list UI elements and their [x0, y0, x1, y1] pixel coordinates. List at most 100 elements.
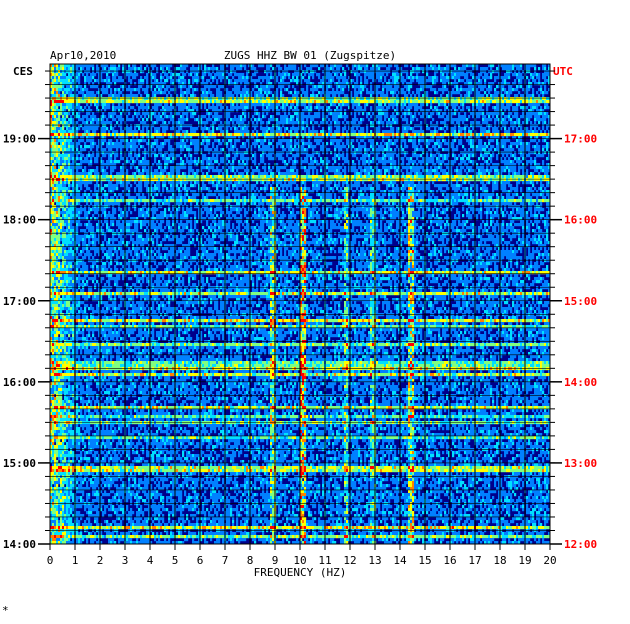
spectrogram-cell [114, 97, 116, 100]
spectrogram-cell [366, 103, 368, 106]
spectrogram-cell [516, 139, 518, 142]
spectrogram-cell [72, 148, 74, 151]
spectrogram-cell [58, 115, 60, 118]
spectrogram-cell [306, 85, 308, 88]
spectrogram-cell [312, 91, 314, 94]
spectrogram-cell [154, 88, 156, 91]
spectrogram-cell [312, 124, 314, 127]
spectrogram-cell [392, 73, 394, 76]
spectrogram-cell [360, 127, 362, 130]
spectrogram-cell [316, 106, 318, 109]
spectrogram-cell [108, 106, 110, 109]
spectrogram-cell [462, 121, 464, 124]
spectrogram-cell [66, 148, 68, 151]
spectrogram-cell [294, 130, 296, 133]
spectrogram-cell [312, 130, 314, 133]
spectrogram-cell [514, 121, 516, 124]
spectrogram-cell [370, 139, 372, 142]
spectrogram-cell [520, 79, 522, 82]
spectrogram-cell [214, 100, 216, 103]
spectrogram-cell [222, 97, 224, 100]
spectrogram-cell [90, 127, 92, 130]
spectrogram-cell [470, 97, 472, 100]
spectrogram-cell [52, 70, 54, 73]
spectrogram-cell [364, 133, 366, 136]
spectrogram-cell [90, 76, 92, 79]
spectrogram-cell [434, 106, 436, 109]
spectrogram-cell [76, 79, 78, 82]
spectrogram-cell [382, 100, 384, 103]
spectrogram-cell [492, 145, 494, 148]
spectrogram-cell [412, 70, 414, 73]
spectrogram-cell [236, 121, 238, 124]
spectrogram-cell [246, 97, 248, 100]
spectrogram-cell [154, 79, 156, 82]
spectrogram-cell [378, 79, 380, 82]
spectrogram-cell [82, 148, 84, 151]
spectrogram-cell [94, 85, 96, 88]
spectrogram-cell [418, 76, 420, 79]
spectrogram-cell [236, 106, 238, 109]
spectrogram-cell [430, 148, 432, 151]
spectrogram-cell [426, 100, 428, 103]
spectrogram-cell [380, 73, 382, 76]
spectrogram-cell [182, 145, 184, 148]
spectrogram-cell [294, 127, 296, 130]
spectrogram-cell [346, 148, 348, 151]
spectrogram-cell [330, 97, 332, 100]
spectrogram-cell [378, 67, 380, 70]
spectrogram-cell [160, 67, 162, 70]
spectrogram-cell [490, 67, 492, 70]
spectrogram-cell [86, 112, 88, 115]
spectrogram-cell [244, 133, 246, 136]
spectrogram-cell [396, 112, 398, 115]
spectrogram-cell [106, 88, 108, 91]
spectrogram-cell [312, 145, 314, 148]
spectrogram-cell [228, 73, 230, 76]
spectrogram-cell [230, 97, 232, 100]
spectrogram-cell [378, 124, 380, 127]
spectrogram-cell [468, 70, 470, 73]
spectrogram-cell [256, 142, 258, 145]
spectrogram-cell [510, 100, 512, 103]
spectrogram-cell [360, 100, 362, 103]
spectrogram-cell [302, 76, 304, 79]
spectrogram-cell [420, 115, 422, 118]
spectrogram-cell [134, 112, 136, 115]
spectrogram-cell [496, 70, 498, 73]
spectrogram-cell [322, 85, 324, 88]
spectrogram-cell [516, 130, 518, 133]
spectrogram-cell [388, 139, 390, 142]
spectrogram-cell [164, 88, 166, 91]
spectrogram-cell [102, 103, 104, 106]
spectrogram-cell [392, 94, 394, 97]
spectrogram-cell [262, 121, 264, 124]
spectrogram-cell [192, 76, 194, 79]
spectrogram-cell [452, 139, 454, 142]
spectrogram-cell [172, 133, 174, 136]
spectrogram-cell [64, 142, 66, 145]
spectrogram-cell [532, 76, 534, 79]
spectrogram-cell [460, 100, 462, 103]
spectrogram-cell [334, 121, 336, 124]
spectrogram-cell [514, 97, 516, 100]
spectrogram-cell [140, 100, 142, 103]
spectrogram-cell [184, 133, 186, 136]
spectrogram-cell [104, 79, 106, 82]
spectrogram-cell [520, 67, 522, 70]
spectrogram-cell [76, 103, 78, 106]
spectrogram-cell [220, 121, 222, 124]
spectrogram-cell [158, 133, 160, 136]
spectrogram-cell [156, 103, 158, 106]
spectrogram-cell [544, 145, 546, 148]
spectrogram-cell [408, 133, 410, 136]
spectrogram-cell [218, 73, 220, 76]
spectrogram-cell [390, 121, 392, 124]
spectrogram-cell [482, 103, 484, 106]
spectrogram-cell [382, 145, 384, 148]
spectrogram-cell [290, 103, 292, 106]
spectrogram-cell [110, 151, 112, 154]
spectrogram-cell [88, 97, 90, 100]
spectrogram-cell [142, 133, 144, 136]
spectrogram-cell [232, 124, 234, 127]
